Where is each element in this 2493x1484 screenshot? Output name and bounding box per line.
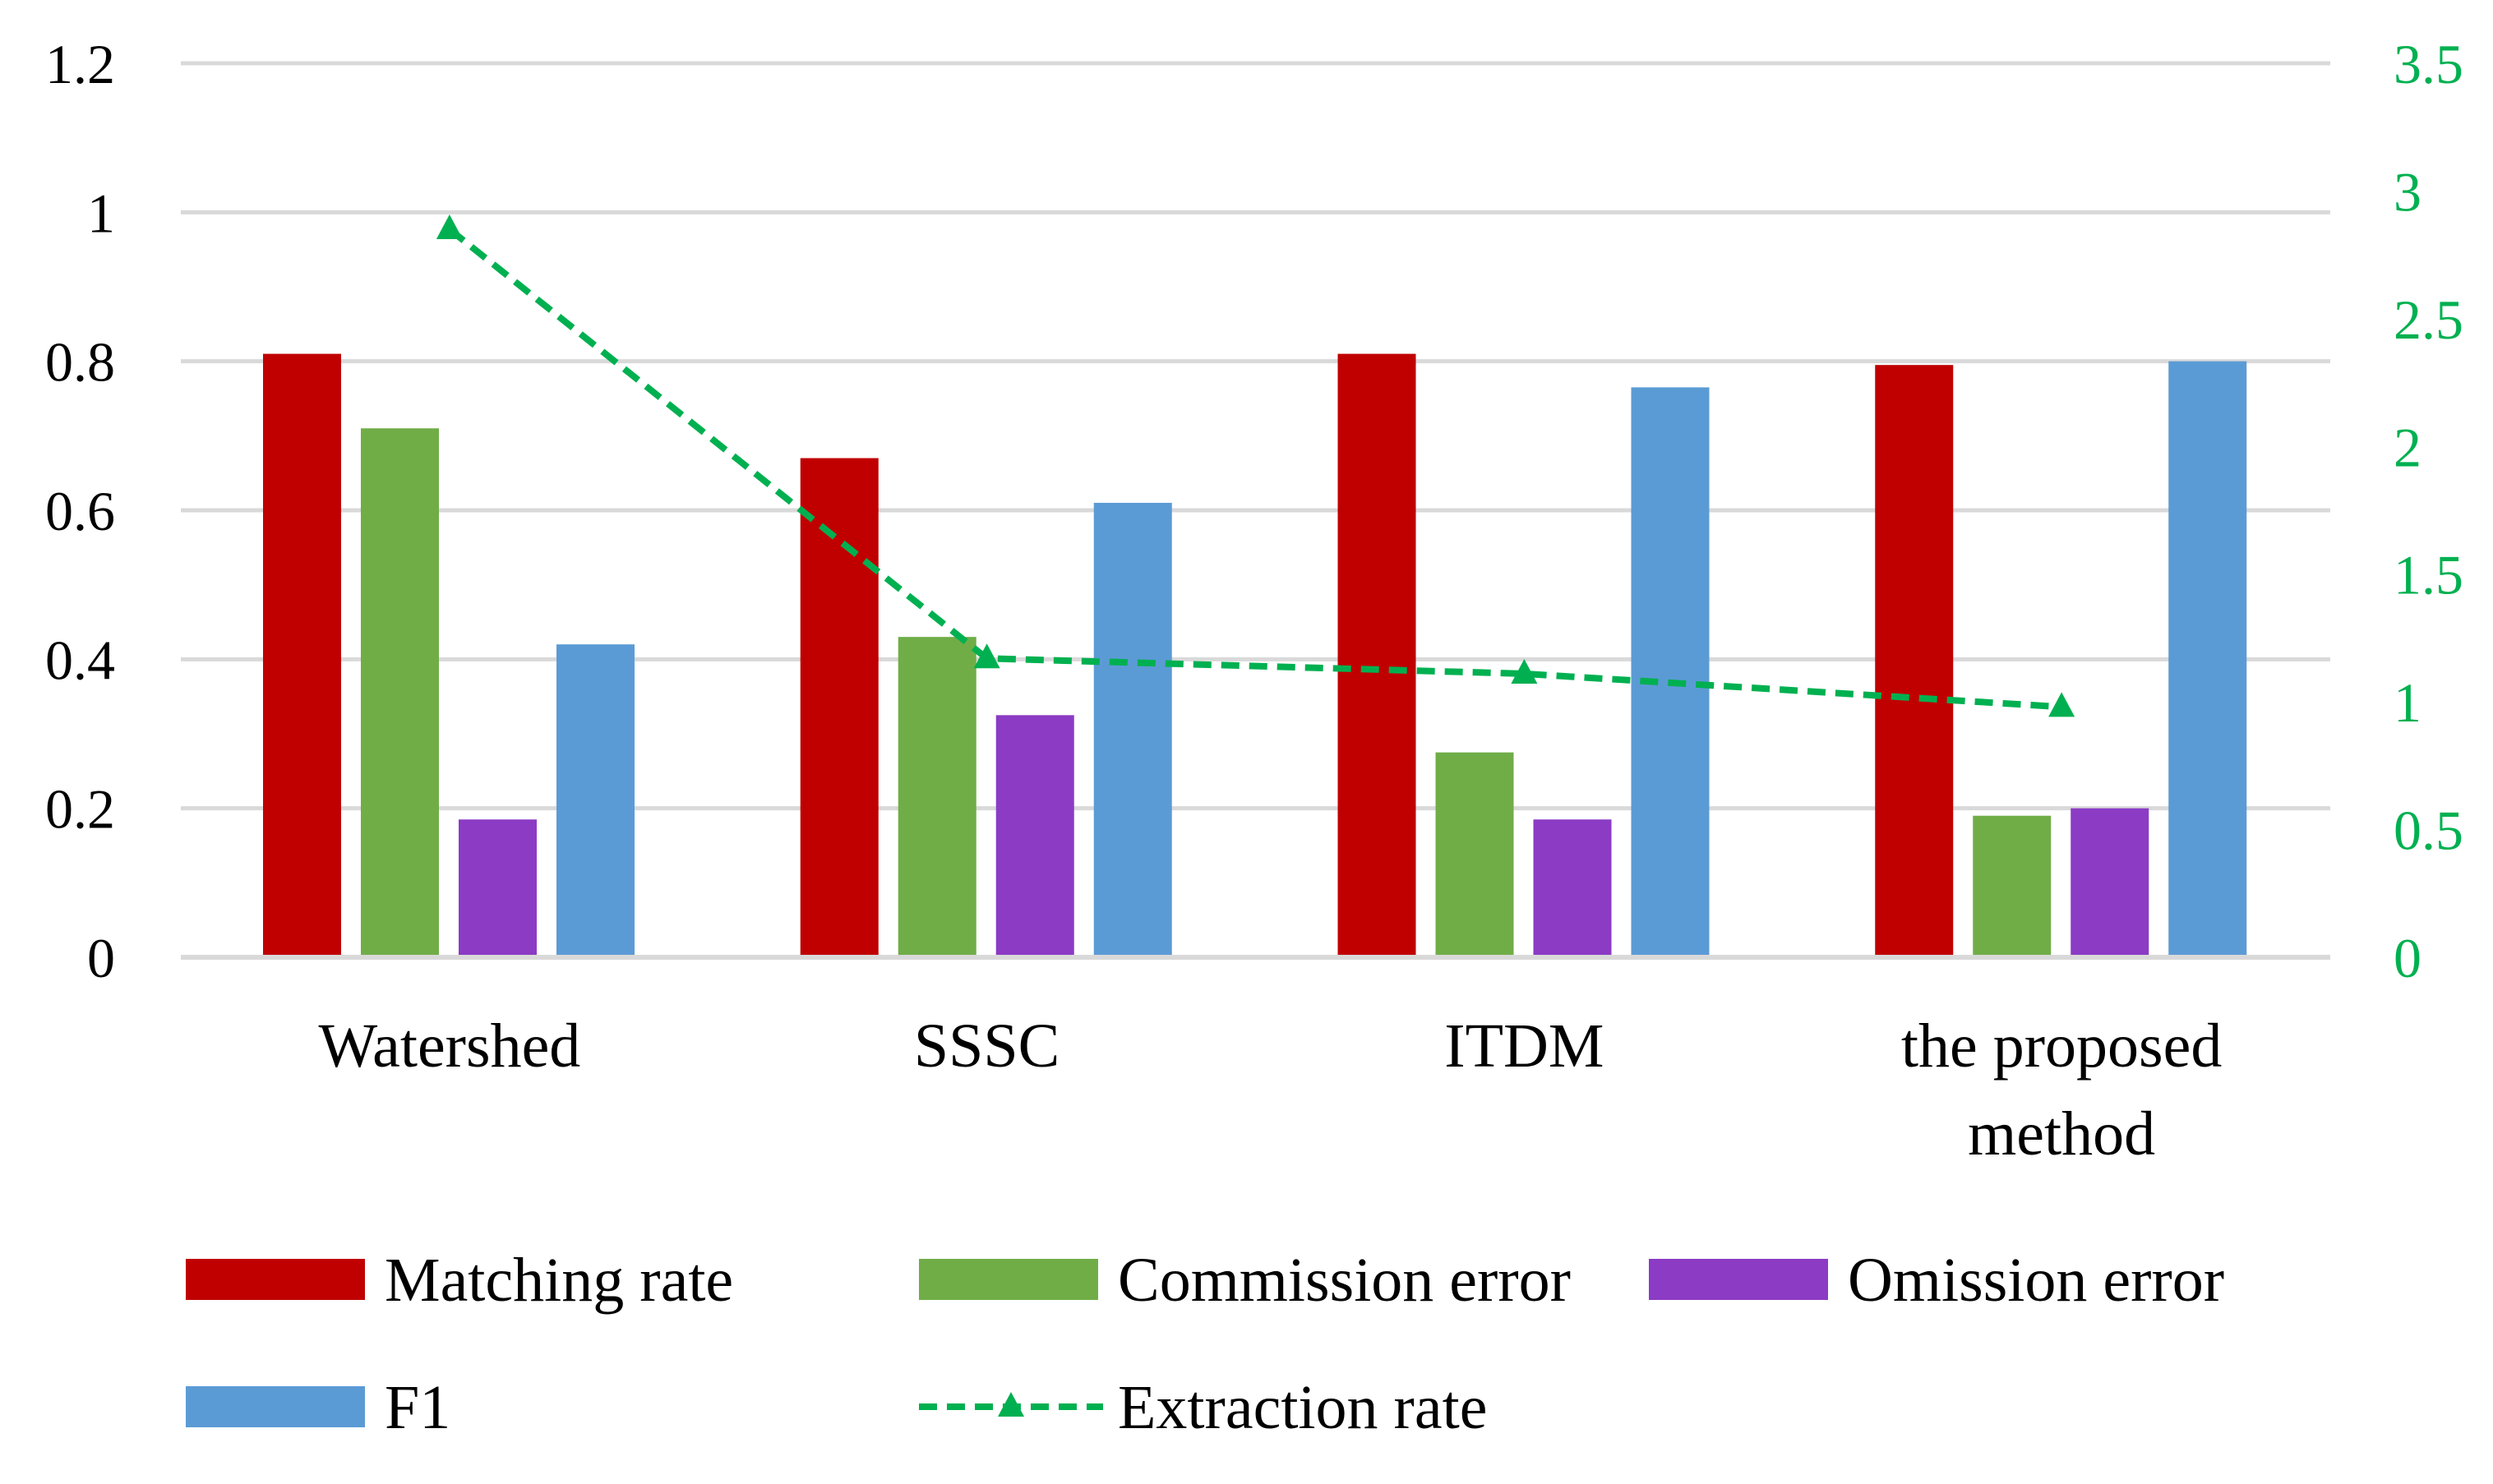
bar-omission-error (2071, 808, 2149, 957)
category-label: ITDM (1444, 1012, 1604, 1081)
y-right-tick-label: 1.5 (2394, 544, 2463, 606)
bar-f1 (556, 644, 635, 957)
y-right-tick-label: 3.5 (2394, 33, 2463, 95)
category-label-line: ITDM (1444, 1012, 1604, 1081)
line-marker (436, 214, 463, 240)
bar-matching-rate (263, 353, 341, 958)
line-marker (973, 643, 1000, 669)
line-extraction-rate (447, 226, 2062, 711)
bar-commission-error (1973, 815, 2052, 957)
bar-omission-error (459, 819, 537, 957)
y-right-tick-label: 0 (2394, 927, 2421, 989)
y-right-tick-label: 1 (2394, 671, 2421, 734)
y-left-tick-label: 0.6 (45, 480, 115, 542)
y-left-tick-label: 0.2 (45, 778, 115, 841)
y-right-tick-label: 2 (2394, 416, 2421, 478)
legend-label-f1: F1 (385, 1373, 450, 1442)
y-left-tick-label: 0.4 (45, 629, 115, 691)
category-label: the proposed method (1901, 1012, 2222, 1168)
bar-f1 (1093, 502, 1172, 957)
bars (263, 353, 2247, 958)
category-label: SSSC (914, 1012, 1060, 1081)
y-left-tick-label: 0 (87, 927, 115, 989)
legend: Matching rate Commission error Omission er… (186, 1246, 2224, 1442)
axes: 0 0.2 0.4 0.6 0.8 1 1.2 0 0.5 1 1.5 2 2.5 3 3.5 Watersh… (45, 33, 2463, 1168)
y-right-tick-label: 3 (2394, 160, 2421, 223)
bar-f1 (2168, 361, 2247, 958)
legend-marker-extraction-rate (998, 1392, 1024, 1417)
gridlines (181, 61, 2330, 811)
bar-matching-rate (800, 458, 879, 957)
legend-swatch-omission-error (1649, 1259, 1828, 1300)
line-marker (2048, 692, 2075, 717)
legend-swatch-matching-rate (186, 1259, 365, 1300)
bar-omission-error (995, 715, 1074, 957)
bar-f1 (1631, 387, 1710, 957)
bar-matching-rate (1875, 365, 1954, 957)
bar-omission-error (1533, 819, 1612, 957)
legend-swatch-commission-error (919, 1259, 1098, 1300)
bar-commission-error (1435, 752, 1514, 957)
legend-label-extraction-rate: Extraction rate (1118, 1373, 1487, 1442)
category-label-line: the proposed (1901, 1012, 2222, 1081)
y-left-tick-label: 1 (87, 182, 115, 244)
y-right-tick-label: 0.5 (2394, 800, 2463, 862)
category-label: Watershed (318, 1012, 580, 1081)
line-marker (1511, 658, 1538, 684)
extraction-line (436, 214, 2075, 717)
bar-commission-error (361, 428, 439, 957)
bar-matching-rate (1337, 353, 1416, 958)
legend-label-matching-rate: Matching rate (385, 1246, 733, 1315)
y-right-tick-label: 2.5 (2394, 288, 2463, 351)
category-label-line: SSSC (914, 1012, 1060, 1081)
category-label-line: method (1968, 1099, 2155, 1168)
bar-commission-error (898, 637, 976, 957)
y-left-tick-label: 1.2 (45, 33, 115, 95)
legend-swatch-f1 (186, 1386, 365, 1427)
y-left-tick-label: 0.8 (45, 331, 115, 394)
legend-label-commission-error: Commission error (1118, 1246, 1571, 1315)
category-label-line: Watershed (318, 1012, 580, 1081)
legend-label-omission-error: Omission error (1848, 1246, 2224, 1315)
